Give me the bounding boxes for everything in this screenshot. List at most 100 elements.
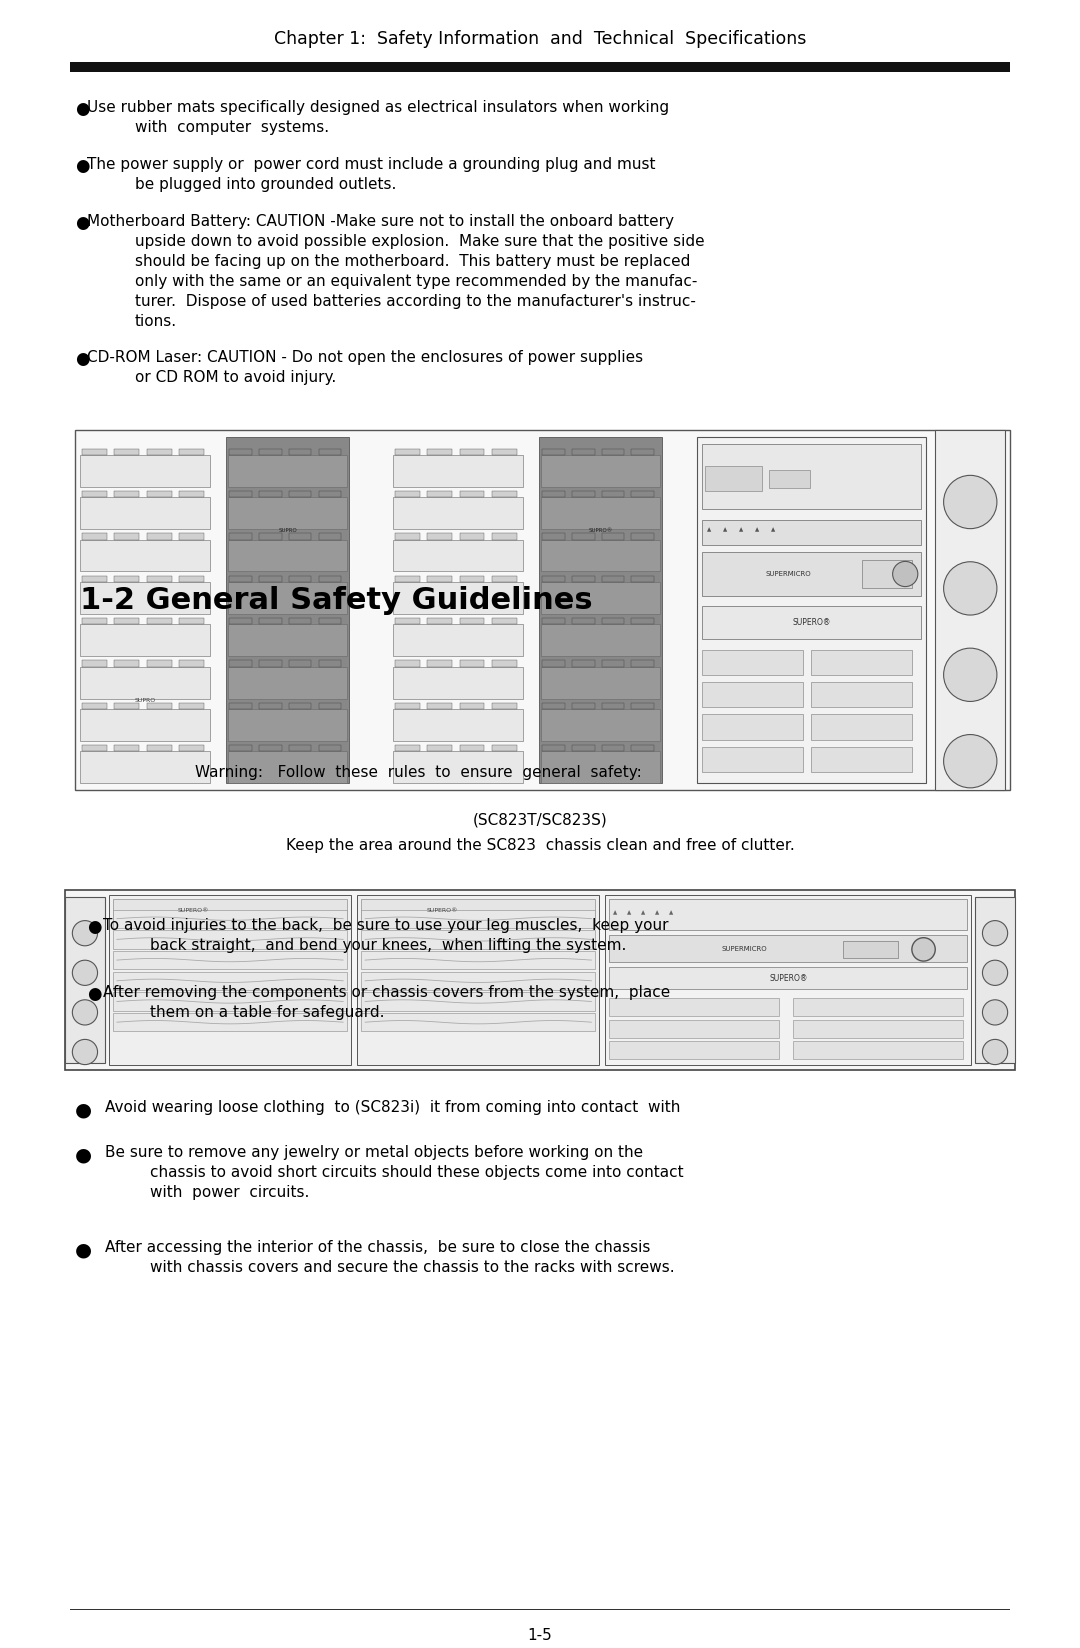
Text: (SC823T/SC823S): (SC823T/SC823S) — [473, 812, 607, 827]
Bar — [769, 470, 810, 488]
Text: ▲: ▲ — [723, 527, 727, 532]
Bar — [428, 745, 453, 751]
Bar — [794, 1020, 963, 1038]
Text: SUPERO®: SUPERO® — [769, 974, 808, 982]
Bar — [114, 661, 139, 667]
Bar — [229, 702, 252, 709]
Bar — [288, 534, 311, 539]
Bar — [632, 448, 654, 455]
Bar — [705, 466, 762, 491]
Bar — [572, 491, 595, 498]
Bar — [80, 709, 210, 742]
Text: ▲: ▲ — [739, 527, 743, 532]
Bar — [113, 1014, 347, 1032]
Text: chassis to avoid short circuits should these objects come into contact: chassis to avoid short circuits should t… — [150, 1165, 684, 1180]
Bar — [609, 967, 967, 989]
Bar — [229, 661, 252, 667]
Text: SUPERO®: SUPERO® — [178, 908, 210, 913]
Bar — [80, 539, 210, 572]
Text: ▲: ▲ — [627, 910, 632, 915]
Bar — [65, 890, 1015, 1070]
Bar — [361, 900, 595, 923]
Bar — [395, 618, 420, 625]
Bar — [80, 455, 210, 486]
Bar — [702, 606, 921, 639]
Bar — [226, 437, 349, 783]
Bar — [632, 745, 654, 751]
Bar — [609, 1042, 779, 1060]
Bar — [609, 934, 967, 962]
Bar — [82, 448, 107, 455]
Bar — [82, 745, 107, 751]
Bar — [460, 702, 485, 709]
Bar — [393, 667, 523, 699]
Bar — [492, 618, 517, 625]
Text: ●: ● — [75, 349, 90, 368]
Text: with chassis covers and secure the chassis to the racks with screws.: with chassis covers and secure the chass… — [150, 1261, 675, 1276]
Bar — [492, 448, 517, 455]
Text: tions.: tions. — [135, 315, 177, 330]
Bar — [460, 491, 485, 498]
Bar — [80, 582, 210, 613]
Bar — [229, 575, 252, 582]
Bar — [460, 745, 485, 751]
Bar — [542, 448, 565, 455]
Bar — [361, 910, 595, 928]
Bar — [541, 582, 660, 613]
Bar — [147, 702, 172, 709]
Text: CD-ROM Laser: CAUTION - Do not open the enclosures of power supplies: CD-ROM Laser: CAUTION - Do not open the … — [87, 349, 643, 364]
Text: back straight,  and bend your knees,  when lifting the system.: back straight, and bend your knees, when… — [150, 938, 626, 953]
Text: SUPERO®: SUPERO® — [792, 618, 831, 628]
Text: ▲: ▲ — [755, 527, 759, 532]
Circle shape — [944, 475, 997, 529]
Bar — [492, 491, 517, 498]
Bar — [935, 430, 1005, 789]
Bar — [542, 661, 565, 667]
Bar — [288, 661, 311, 667]
Bar — [572, 575, 595, 582]
Bar — [179, 534, 204, 539]
Bar — [319, 491, 341, 498]
Bar — [602, 534, 624, 539]
Circle shape — [983, 921, 1008, 946]
Bar — [492, 745, 517, 751]
Bar — [82, 661, 107, 667]
Bar — [395, 534, 420, 539]
Bar — [539, 437, 662, 783]
Circle shape — [983, 1040, 1008, 1065]
Bar — [428, 448, 453, 455]
Bar — [228, 539, 348, 572]
Text: To avoid injuries to the back,  be sure to use your leg muscles,  keep your: To avoid injuries to the back, be sure t… — [103, 918, 669, 933]
Bar — [702, 682, 802, 707]
Bar — [114, 702, 139, 709]
Bar — [428, 534, 453, 539]
Bar — [542, 745, 565, 751]
Bar — [602, 491, 624, 498]
Text: ●: ● — [75, 1099, 92, 1119]
Bar — [228, 582, 348, 613]
Bar — [632, 661, 654, 667]
Text: ●: ● — [75, 214, 90, 232]
Bar — [811, 649, 913, 674]
Bar — [428, 491, 453, 498]
Bar — [319, 661, 341, 667]
Bar — [460, 661, 485, 667]
Bar — [632, 702, 654, 709]
Text: SUPRO®: SUPRO® — [589, 529, 612, 534]
Bar — [609, 900, 967, 929]
Bar — [147, 575, 172, 582]
Text: Chapter 1:  Safety Information  and  Technical  Specifications: Chapter 1: Safety Information and Techni… — [274, 30, 806, 48]
Bar — [541, 625, 660, 656]
Bar — [229, 448, 252, 455]
Bar — [541, 667, 660, 699]
Bar — [288, 448, 311, 455]
Bar — [702, 747, 802, 771]
Text: ▲: ▲ — [656, 910, 660, 915]
Bar — [542, 575, 565, 582]
Bar — [229, 534, 252, 539]
Bar — [229, 618, 252, 625]
Text: them on a table for safeguard.: them on a table for safeguard. — [150, 1005, 384, 1020]
Bar — [572, 618, 595, 625]
Bar — [361, 992, 595, 1010]
Bar — [811, 682, 913, 707]
